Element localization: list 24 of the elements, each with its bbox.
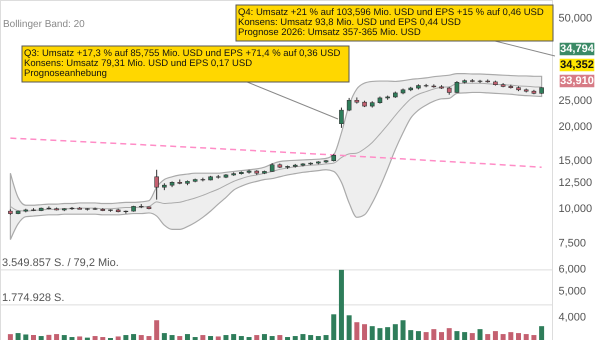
y-tick-label: 5,000 bbox=[558, 285, 586, 298]
candlestick bbox=[454, 80, 460, 94]
candlestick bbox=[339, 107, 344, 128]
y-tick-label: 12,500 bbox=[558, 176, 592, 189]
y-tick-label: 7,500 bbox=[558, 237, 586, 250]
y-tick-label: 6,000 bbox=[558, 264, 586, 276]
line-series bbox=[10, 82, 542, 212]
y-tick-label: 50,000 bbox=[558, 12, 592, 25]
y-tick-label: 20,000 bbox=[558, 121, 592, 134]
y-tick-label: 10,000 bbox=[558, 203, 592, 216]
ref-line-label: 1.774.928 S. bbox=[2, 292, 64, 304]
annotation: Q4: Umsatz +21 % auf 103,596 Mio. USD und EPS +15 % auf 0,46 USD Konsens: Umsatz 93,8 Mio. USD und EPS 0,44 USD Prognose 2026: Umsatz 357-365 Mio. USD bbox=[238, 7, 544, 38]
text: 34,352 bbox=[560, 59, 594, 71]
candlestick bbox=[154, 169, 159, 200]
y-tick-label: 15,000 bbox=[558, 155, 592, 168]
y-tick-label: 25,000 bbox=[558, 94, 592, 107]
candlestick bbox=[346, 97, 352, 112]
text: 33,910 bbox=[560, 75, 594, 87]
y-tick-label: 4,000 bbox=[558, 312, 586, 324]
line-series bbox=[10, 137, 542, 168]
text: 34,794 bbox=[560, 43, 595, 55]
ref-line-label: 3.549.857 S. / 79,2 Mio. bbox=[2, 256, 119, 269]
annotation: Q3: Umsatz +17,3 % auf 85,755 Mio. USD und EPS +71,4 % auf 0,36 USD Konsens: Umsatz 79,31 Mio. USD und EPS 0,17 USD Prognoseanhebung bbox=[24, 48, 340, 79]
text: Bollinger Band: 20 bbox=[3, 19, 86, 30]
